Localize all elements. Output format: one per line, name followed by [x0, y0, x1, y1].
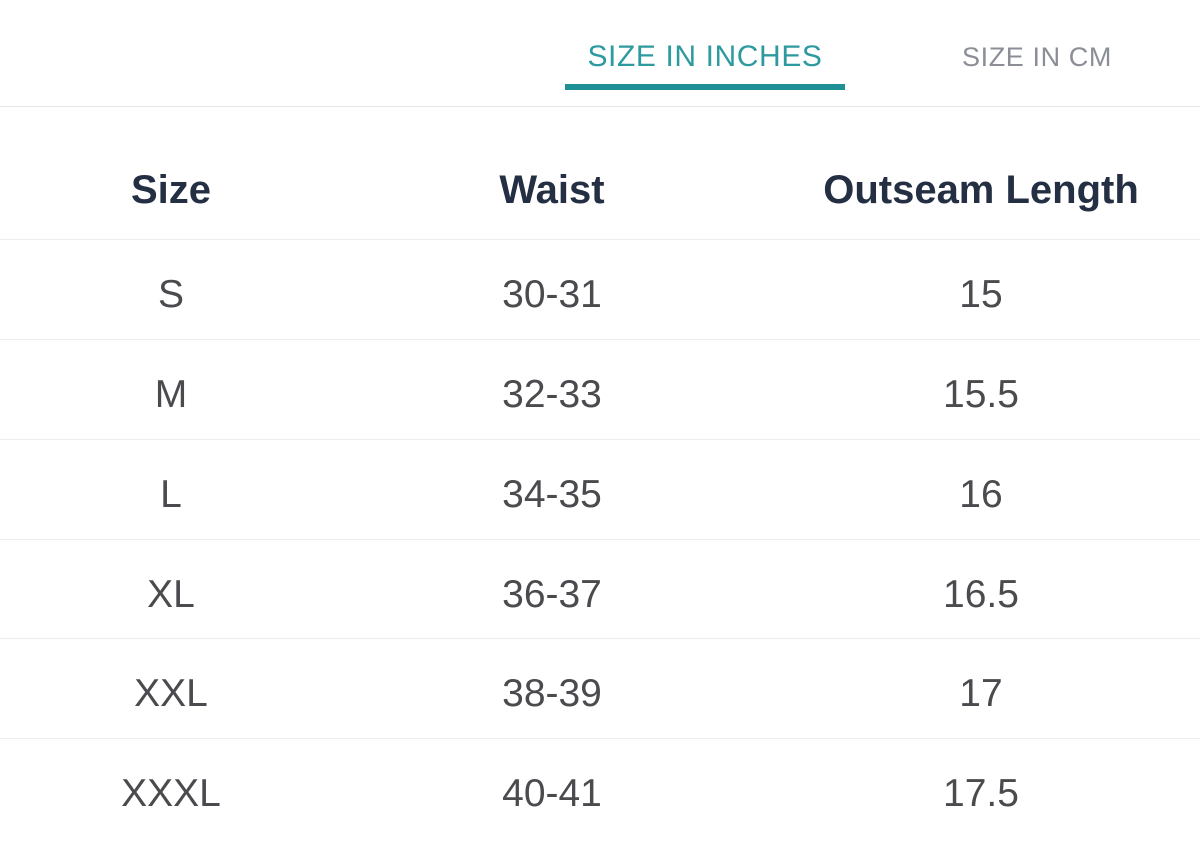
outseam-cell: 17.5	[762, 738, 1200, 839]
waist-cell: 32-33	[342, 338, 762, 440]
size-table-body: S 30-31 15 M 32-33 15.5 L 34-35 16 XL 36…	[0, 239, 1200, 839]
waist-cell: 38-39	[342, 638, 762, 739]
waist-cell: 30-31	[342, 239, 762, 340]
table-row-xxxl: XXXL 40-41 17.5	[0, 738, 1200, 839]
size-cell: XL	[0, 538, 342, 639]
table-row-m: M 32-33 15.5	[0, 338, 1200, 440]
waist-cell: 34-35	[342, 438, 762, 540]
table-row-xxl: XXL 38-39 17	[0, 638, 1200, 739]
size-table: Size Waist Outseam Length S 30-31 15 M 3…	[0, 107, 1200, 839]
table-row-xl: XL 36-37 16.5	[0, 538, 1200, 639]
unit-tabs: SIZE IN INCHES SIZE IN CM	[0, 0, 1200, 107]
tab-size-in-cm-label: SIZE IN CM	[961, 42, 1112, 72]
waist-cell: 40-41	[342, 738, 762, 839]
outseam-cell: 17	[762, 638, 1200, 739]
outseam-cell: 16	[762, 438, 1200, 540]
size-cell: S	[0, 239, 342, 340]
table-row-l: L 34-35 16	[0, 438, 1200, 540]
tab-size-in-inches-label: SIZE IN INCHES	[587, 40, 823, 73]
table-row-s: S 30-31 15	[0, 239, 1200, 340]
outseam-cell: 16.5	[762, 538, 1200, 639]
waist-cell: 36-37	[342, 538, 762, 639]
size-cell: XXL	[0, 638, 342, 739]
outseam-cell: 15.5	[762, 338, 1200, 440]
column-header-waist: Waist	[342, 107, 762, 240]
outseam-cell: 15	[762, 239, 1200, 340]
size-table-head: Size Waist Outseam Length	[0, 107, 1200, 240]
size-cell: L	[0, 438, 342, 540]
header-row: Size Waist Outseam Length	[0, 107, 1200, 240]
column-header-outseam-length: Outseam Length	[762, 107, 1200, 240]
tab-size-in-cm[interactable]: SIZE IN CM	[917, 42, 1157, 73]
column-header-size: Size	[0, 107, 342, 240]
tab-size-in-inches[interactable]: SIZE IN INCHES	[565, 40, 845, 73]
size-cell: M	[0, 338, 342, 440]
size-cell: XXXL	[0, 738, 342, 839]
active-tab-underline	[565, 84, 845, 90]
